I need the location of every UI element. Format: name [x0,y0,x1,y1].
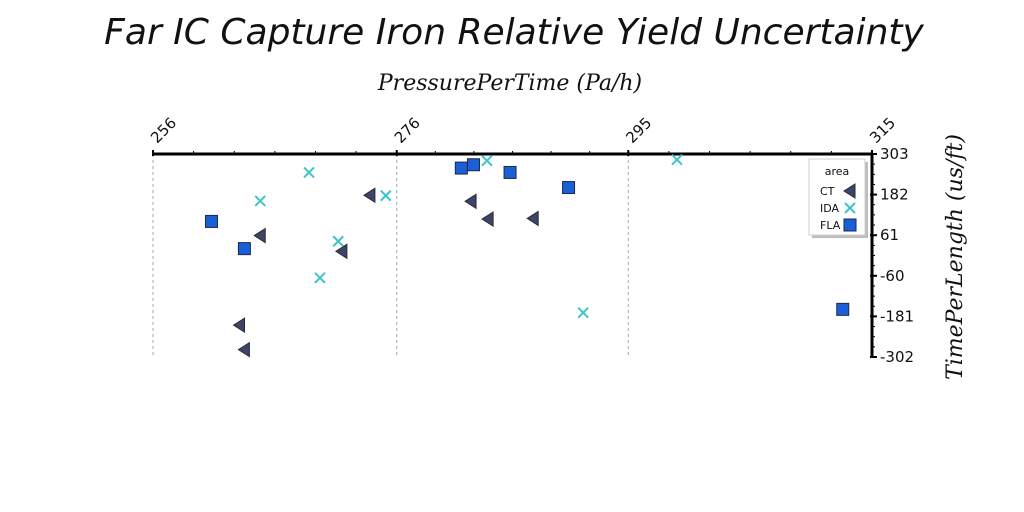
data-point-fla [467,158,481,172]
legend: area CT IDA FLA [808,158,868,238]
data-point-ida [671,153,683,166]
grid-lines [152,154,873,357]
data-point-ct [362,187,376,204]
data-point-ida [577,307,589,319]
x-tick-label: 276 [391,114,424,147]
y-tick-label: 61 [880,226,899,244]
x-tick-label: 256 [147,114,180,147]
legend-label-ida: IDA [820,202,840,215]
x-tick-label: 315 [866,114,899,147]
y-tick-label: -181 [880,307,914,325]
data-point-ida [481,155,493,167]
y-tick-label: -302 [880,348,914,366]
data-point-ida [332,235,344,247]
data-point-ida [254,195,266,207]
data-point-ct [232,317,246,334]
x-tick-label: 295 [622,114,655,147]
y-tick-label: 303 [880,145,909,163]
data-point-ida [303,166,315,179]
y-tick-label: 182 [880,186,909,204]
x-tick-labels: 256 276 295 315 [147,114,899,147]
legend-marker-ida [844,202,856,214]
data-point-fla [503,165,517,179]
data-points [204,153,850,358]
data-point-ct [253,227,266,244]
data-point-ct [334,243,348,260]
legend-label-ct: CT [820,185,835,198]
data-point-fla [204,214,218,228]
data-point-fla [237,242,251,256]
legend-marker-fla [843,218,857,232]
data-point-fla [836,302,850,316]
chart-title: Far IC Capture Iron Relative Yield Uncer… [104,12,924,53]
legend-title: area [825,165,850,178]
data-point-ct [237,341,250,358]
axes [152,150,877,358]
data-point-ida [314,272,326,284]
data-point-ida [380,189,392,202]
data-point-ct [481,211,494,228]
y-tick-label: -60 [880,267,905,285]
data-point-ct [526,210,539,227]
y-tick-labels: 303 182 61 -60 -181 -302 [880,145,914,366]
legend-label-fla: FLA [820,219,841,232]
y-axis-label: TimePerLength (us/ft) [943,134,968,380]
legend-marker-ct [843,183,856,199]
data-point-ct [464,193,477,210]
x-axis-label: PressurePerTime (Pa/h) [377,71,642,96]
data-point-fla [562,181,576,195]
data-point-fla [454,161,468,175]
